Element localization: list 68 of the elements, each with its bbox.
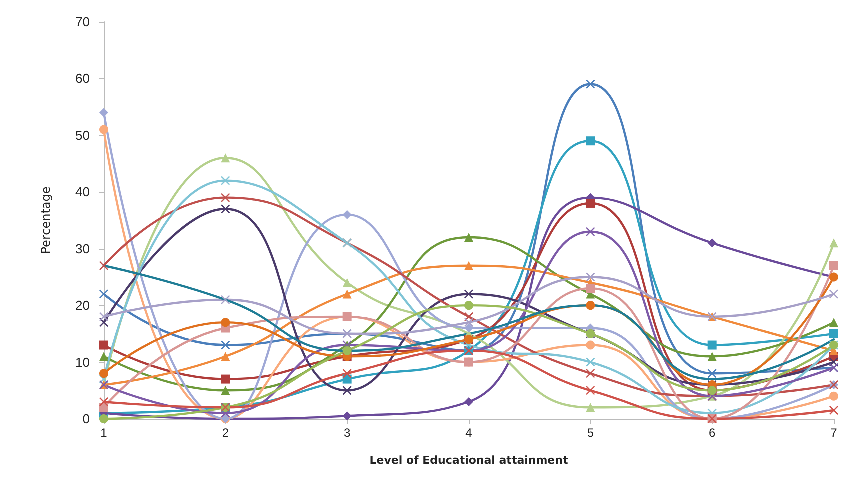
- point: [221, 176, 230, 186]
- point: [708, 340, 717, 350]
- point: [830, 318, 838, 328]
- y-tick-label: 70: [76, 14, 90, 30]
- point: [708, 238, 717, 248]
- point: [464, 324, 474, 333]
- y-tick-label: 40: [76, 184, 90, 200]
- point: [221, 386, 230, 396]
- point: [830, 392, 838, 401]
- point: [830, 290, 838, 299]
- y-tick-label: 30: [76, 241, 90, 256]
- point: [464, 301, 474, 310]
- point: [586, 227, 596, 236]
- x-tick-label: 4: [466, 426, 473, 440]
- point: [100, 290, 108, 299]
- point: [586, 80, 596, 89]
- point: [100, 369, 108, 378]
- point: [708, 369, 717, 378]
- x-tick-label: 3: [344, 426, 351, 440]
- point: [342, 346, 352, 356]
- point: [586, 272, 596, 282]
- point: [342, 369, 352, 378]
- point: [221, 374, 230, 384]
- y-tick-label: 50: [76, 128, 90, 143]
- point: [464, 261, 474, 270]
- y-axis-title: Percentage: [39, 186, 53, 254]
- x-tick-label: 5: [587, 426, 594, 440]
- point: [100, 125, 108, 134]
- point: [708, 352, 717, 362]
- point: [221, 154, 230, 163]
- point: [830, 329, 838, 338]
- point: [342, 412, 352, 421]
- point: [100, 352, 108, 362]
- y-tick-label: 10: [76, 354, 90, 370]
- point: [100, 108, 108, 118]
- point: [464, 233, 474, 242]
- x-tick-label: 7: [830, 426, 838, 440]
- point: [586, 301, 596, 310]
- point: [586, 284, 596, 294]
- point: [830, 238, 838, 248]
- point: [830, 261, 838, 270]
- point: [586, 340, 596, 350]
- point: [100, 261, 108, 270]
- point: [586, 386, 596, 396]
- point: [342, 386, 352, 396]
- point: [221, 352, 230, 362]
- x-tick-label: 1: [100, 426, 108, 440]
- y-tick-label: 60: [76, 71, 90, 86]
- point: [586, 358, 596, 367]
- point: [586, 198, 596, 208]
- x-axis-title: Level of Educational attainment: [370, 454, 568, 467]
- point: [342, 210, 352, 220]
- point: [221, 318, 230, 328]
- y-tick-label: 0: [82, 412, 90, 426]
- point: [221, 193, 230, 202]
- point: [464, 290, 474, 299]
- point: [586, 403, 596, 412]
- point: [221, 295, 230, 304]
- point: [586, 136, 596, 146]
- point: [342, 290, 352, 299]
- x-tick-label: 6: [708, 426, 716, 440]
- point: [464, 397, 474, 406]
- point: [100, 340, 108, 350]
- x-tick-label: 2: [222, 426, 230, 440]
- point: [342, 278, 352, 288]
- point: [586, 369, 596, 378]
- y-tick-label: 20: [76, 298, 90, 314]
- point: [221, 204, 230, 214]
